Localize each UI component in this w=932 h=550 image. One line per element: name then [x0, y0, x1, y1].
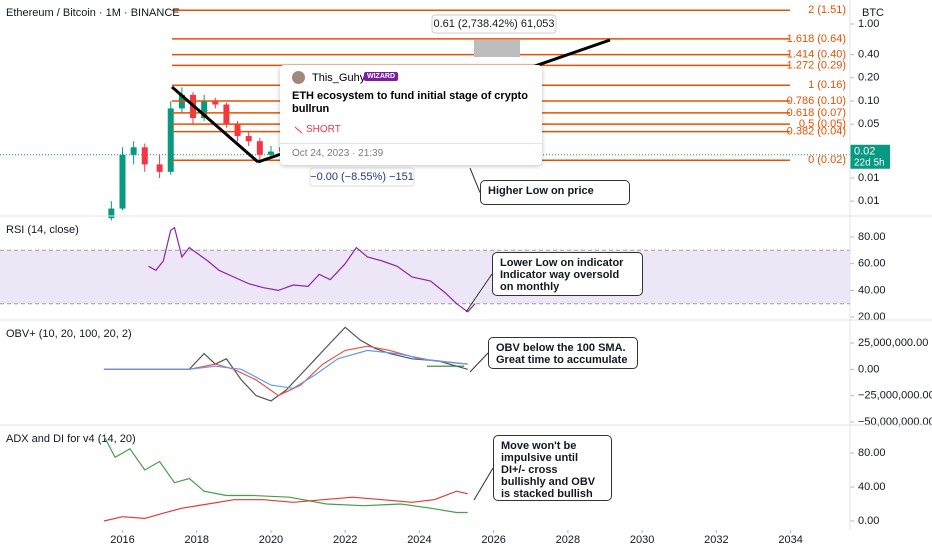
fib-label: 0.786 (0.10) — [787, 95, 846, 107]
x-tick-label: 2020 — [259, 534, 283, 546]
indicator-line — [103, 349, 468, 389]
pane-title: OBV+ (10, 20, 100, 20, 2) — [6, 328, 132, 340]
downtrend-line — [171, 85, 259, 164]
callout-line: Lower Low on indicator — [500, 257, 624, 269]
range-tooltip — [309, 167, 415, 187]
y-tick-label: 0.20 — [858, 72, 879, 84]
x-tick-label: 2022 — [333, 534, 357, 546]
badge: WIZARD — [364, 72, 398, 81]
y-tick-label: 0.10 — [858, 95, 879, 107]
x-tick-label: 2030 — [630, 534, 654, 546]
y-tick-label: −25,000,000.00 — [858, 390, 932, 402]
x-tick-label: 2034 — [778, 534, 802, 546]
pane-title: RSI (14, close) — [6, 224, 79, 236]
measure-range — [474, 40, 520, 57]
pane-title: ADX and DI for v4 (14, 20) — [6, 433, 136, 445]
callout: OBV below the 100 SMA. Great time to accu… — [488, 337, 638, 369]
avatar — [292, 71, 305, 84]
fib-label: 0.382 (0.04) — [787, 126, 846, 138]
rsi-band — [0, 250, 850, 304]
idea-text: ETH ecosystem to fund initial stage of c… — [292, 90, 528, 115]
callout-line: on monthly — [500, 281, 560, 293]
callout: Higher Low on price — [480, 180, 630, 205]
callout-line: Higher Low on price — [488, 185, 594, 197]
callout-line: is stacked bullish — [501, 488, 593, 500]
fib-label: 1.618 (0.64) — [787, 33, 846, 45]
y-tick-label: 0.01 — [858, 172, 879, 184]
author: This_Guhy — [312, 72, 366, 84]
currency: BTC — [862, 7, 884, 19]
indicator-line — [103, 490, 468, 522]
callout-line: DI+/- cross — [501, 464, 558, 476]
callout-line: Move won't be — [501, 440, 577, 452]
callout-line: Great time to accumulate — [496, 354, 628, 366]
callout-pointer — [469, 352, 489, 373]
callout-pointer — [469, 167, 481, 193]
measure-text: 0.61 (2,738.42%) 61,053 — [433, 18, 554, 30]
y-tick-label: 0.05 — [858, 118, 879, 130]
x-tick-label: 2024 — [407, 534, 431, 546]
side: SHORT — [306, 124, 341, 135]
callout-pointer — [465, 273, 493, 313]
fib-label: 0 (0.02) — [808, 154, 846, 166]
x-tick-label: 2016 — [110, 534, 134, 546]
callout: Move won't be impulsive until DI+/- cross b… — [493, 435, 612, 501]
fib-label: 0.5 (0.05) — [799, 118, 846, 130]
x-tick-label: 2028 — [556, 534, 580, 546]
indicator-line — [103, 435, 468, 514]
countdown: 22d 5h — [854, 157, 885, 168]
y-tick-label: 0.00 — [858, 363, 879, 375]
pane-title: Ethereum / Bitcoin · 1M · BINANCE — [6, 7, 180, 19]
y-tick-label: 60.00 — [858, 258, 886, 270]
y-tick-label: 25,000,000.00 — [858, 337, 928, 349]
y-tick-label: 80.00 — [858, 447, 886, 459]
callout: Lower Low on indicator Indicator way over… — [492, 252, 643, 296]
range-text: −0.00 (−8.55%) −151 — [310, 171, 414, 183]
x-tick-label: 2018 — [184, 534, 208, 546]
y-tick-label: 0.40 — [858, 49, 879, 61]
date: Oct 24, 2023 · 21:39 — [292, 148, 384, 159]
fib-label: 1 (0.16) — [808, 79, 846, 91]
y-tick-label: 40.00 — [858, 481, 886, 493]
idea-card[interactable]: This_Guhy WIZARD ETH ecosystem to fund i… — [280, 65, 542, 165]
y-tick-label: −50,000,000.00 — [858, 416, 932, 428]
divider — [280, 143, 542, 144]
callout-line: bullishly and OBV — [501, 476, 596, 488]
fib-label: 1.272 (0.29) — [787, 59, 846, 71]
y-tick-label: 1.00 — [858, 18, 879, 30]
callout-line: Indicator way oversold — [500, 269, 620, 281]
fib-label: 1.414 (0.40) — [787, 49, 846, 61]
y-tick-label: 20.00 — [858, 311, 886, 323]
callout-line: OBV below the 100 SMA. — [496, 342, 626, 354]
x-tick-label: 2032 — [704, 534, 728, 546]
last-price-badge — [850, 144, 890, 169]
callout-line: impulsive until — [501, 452, 579, 464]
indicator-line — [103, 345, 468, 397]
last-price: 0.02 — [854, 146, 875, 158]
fib-label: 0.618 (0.07) — [787, 107, 846, 119]
y-tick-label: 80.00 — [858, 231, 886, 243]
callout-pointer — [473, 467, 494, 501]
y-tick-label: 0.00 — [858, 515, 879, 527]
x-tick-label: 2026 — [481, 534, 505, 546]
measure-tooltip — [431, 14, 557, 34]
short-icon — [294, 126, 303, 134]
y-tick-label: 40.00 — [858, 284, 886, 296]
fib-label: 2 (1.51) — [808, 4, 846, 16]
y-tick-label: 0.01 — [858, 195, 879, 207]
indicator-line — [103, 326, 468, 402]
indicator-line — [148, 226, 476, 313]
